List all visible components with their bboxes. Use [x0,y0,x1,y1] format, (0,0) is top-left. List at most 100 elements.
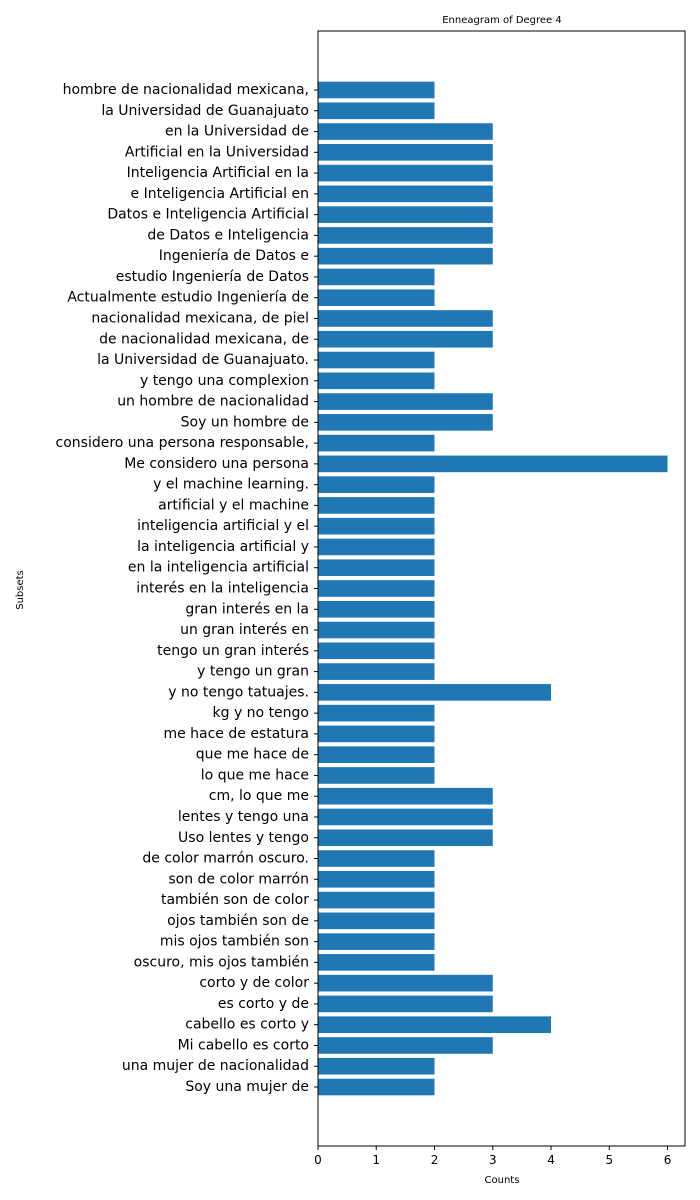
x-tick-label: 6 [664,1153,672,1167]
bar [318,995,493,1013]
x-tick-label: 3 [489,1153,497,1167]
category-label: me hace de estatura [163,726,309,742]
bar [318,850,435,867]
category-label: nacionalidad mexicana, de piel [91,310,309,326]
category-label: también son de color [161,892,309,908]
bar [318,497,435,514]
bar [318,372,435,390]
category-label: estudio Ingeniería de Datos [116,269,309,285]
bar [318,787,493,805]
category-label: corto y de color [199,975,309,991]
bar [318,123,493,140]
category-label: y no tengo tatuajes. [168,684,309,700]
bar [318,663,435,680]
bar [318,434,435,452]
bar [318,912,435,930]
category-label: de Datos e Inteligencia [147,227,309,243]
x-tick-label: 2 [431,1153,439,1167]
x-tick-label: 1 [372,1153,380,1167]
category-label: Actualmente estudio Ingeniería de [67,290,309,306]
category-label: de nacionalidad mexicana, de [99,331,309,347]
bar [318,954,435,971]
bar [318,289,435,307]
category-label: y tengo una complexion [140,373,309,389]
category-label: ojos también son de [167,913,309,929]
bar [318,455,668,473]
bar [318,351,435,369]
bar [318,538,435,556]
category-label: en la Universidad de [165,124,309,140]
bar [318,185,493,203]
category-label: artificial y el machine [158,497,309,513]
category-label: un gran interés en [180,622,309,638]
bar [318,164,493,182]
bar [318,393,493,410]
x-tick-label: 4 [547,1153,555,1167]
category-label: mis ojos también son [160,934,309,950]
bar [318,1016,552,1033]
category-label: Soy un hombre de [181,414,309,430]
bars-group [318,81,668,1096]
bar [318,580,435,597]
category-label: la inteligencia artificial y [137,539,309,555]
category-label: interés en la inteligencia [136,581,309,597]
category-label: oscuro, mis ojos también [134,954,309,970]
category-label: cm, lo que me [209,788,309,804]
y-axis-label: Subsets [15,570,26,610]
category-label: la Universidad de Guanajuato [101,103,309,119]
category-label: y el machine learning. [153,477,309,493]
category-label: lentes y tengo una [178,809,309,825]
bar [318,974,493,992]
x-tick-label: 5 [605,1153,613,1167]
category-label: tengo un gran interés [157,643,309,659]
category-label: Me considero una persona [124,456,309,472]
category-label: son de color marrón [168,871,309,887]
category-label: Inteligencia Artificial en la [127,165,309,181]
bar [318,704,435,722]
plot-frame [317,30,686,1147]
category-label: en la inteligencia artificial [128,560,309,576]
bar [318,81,435,99]
category-label: Mi cabello es corto [178,1037,309,1053]
bar [318,767,435,784]
bar [318,870,435,888]
category-label: inteligencia artificial y el [137,518,309,534]
bar [318,268,435,286]
bar [318,144,493,161]
bar [318,808,493,826]
bar [318,227,493,244]
bar [318,247,493,265]
bar [318,642,435,660]
x-ticks-group: 0 1 2 3 4 5 6 [314,1146,671,1167]
bar [318,310,493,327]
category-label: considero una persona responsable, [56,435,309,451]
category-label: gran interés en la [185,601,309,617]
category-label: Datos e Inteligencia Artificial [107,207,309,223]
bar [318,330,493,348]
bar [318,621,435,639]
category-label: cabello es corto y [185,1017,309,1033]
category-label: e Inteligencia Artificial en [131,186,309,202]
bar [318,517,435,535]
category-label: de color marrón oscuro. [142,851,309,867]
category-label: que me hace de [196,747,309,763]
category-label: una mujer de nacionalidad [122,1058,309,1074]
bar [318,1078,435,1096]
chart-title: Enneagram of Degree 4 [442,15,562,26]
category-label: Artificial en la Universidad [125,144,309,160]
bar [318,476,435,493]
category-labels-group: Soy una mujer de una mujer de nacionalida… [56,82,318,1095]
bar [318,1057,435,1075]
category-label: hombre de nacionalidad mexicana, [63,82,309,98]
bar [318,746,435,763]
bar [318,600,435,618]
category-label: un hombre de nacionalidad [117,394,309,410]
bar [318,933,435,950]
x-tick-label: 0 [314,1153,322,1167]
bar [318,1037,493,1054]
bar [318,891,435,909]
category-label: Uso lentes y tengo [178,830,309,846]
category-label: y tengo un gran [197,664,309,680]
bar [318,206,493,223]
